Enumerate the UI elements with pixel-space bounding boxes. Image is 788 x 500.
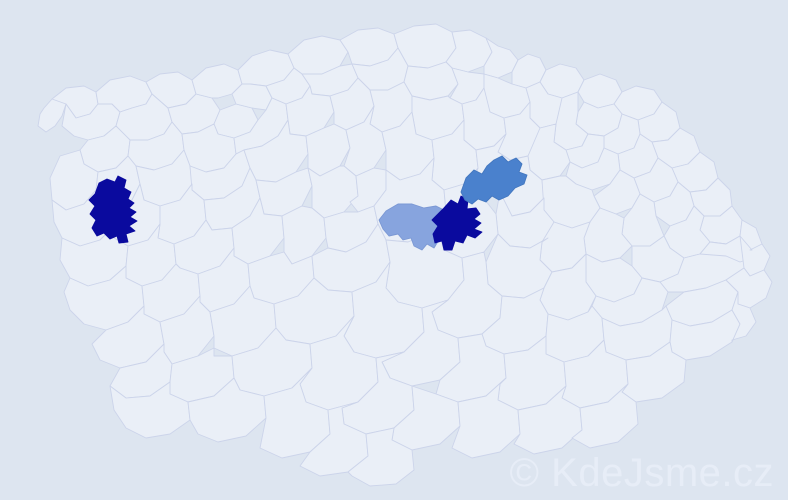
district-highlight-nachod[interactable]	[460, 155, 528, 205]
district[interactable]	[445, 29, 493, 73]
district[interactable]	[483, 37, 519, 79]
district[interactable]	[305, 123, 351, 177]
district[interactable]	[347, 427, 415, 487]
district[interactable]	[731, 291, 757, 343]
district[interactable]	[391, 385, 461, 451]
district-highlight-tachov[interactable]	[88, 175, 138, 244]
watermark-text: KdeJsme.cz	[551, 451, 774, 495]
district[interactable]	[571, 383, 639, 449]
district[interactable]	[281, 205, 327, 265]
district[interactable]	[403, 61, 459, 101]
watermark: © KdeJsme.cz	[510, 451, 774, 496]
district-layer-base	[37, 23, 773, 487]
district-layer-highlight	[88, 155, 528, 251]
copyright-icon: ©	[509, 451, 540, 495]
district[interactable]	[307, 165, 359, 219]
